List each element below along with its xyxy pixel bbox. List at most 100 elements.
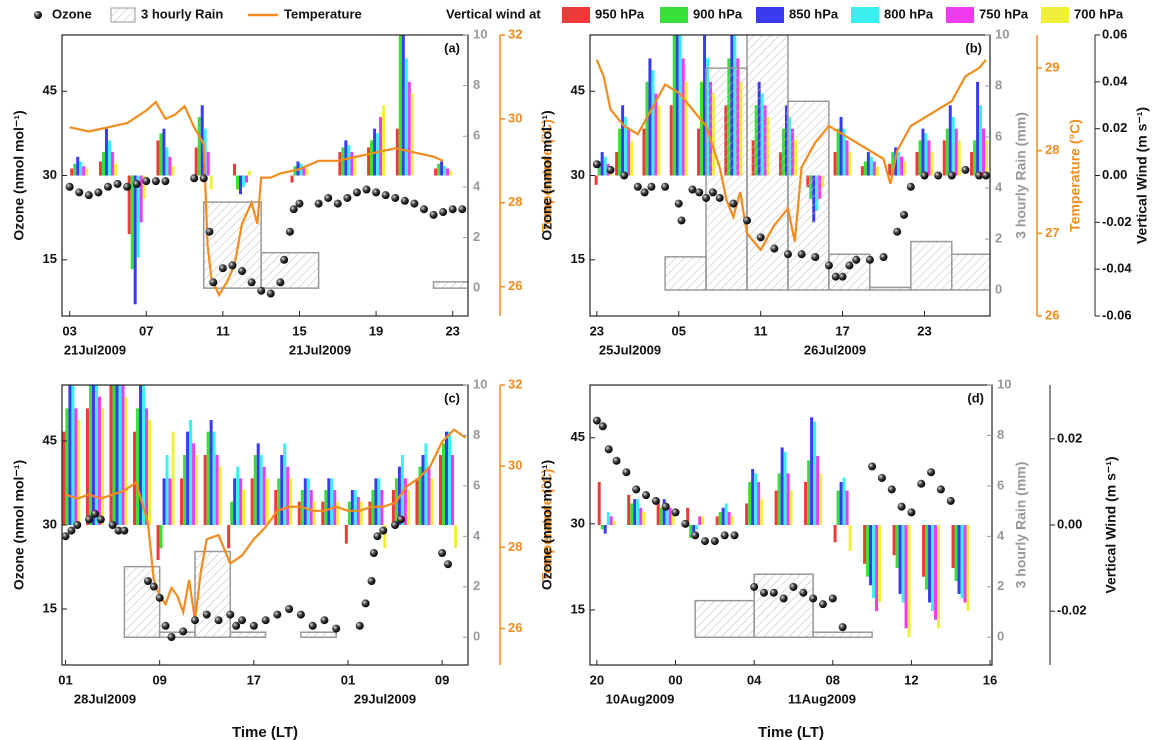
wind-bar bbox=[662, 499, 666, 525]
rain-tick-label: 0 bbox=[473, 280, 480, 295]
wind-bar bbox=[142, 175, 146, 199]
wind-bar bbox=[65, 408, 69, 525]
ozone-point bbox=[604, 445, 613, 454]
wind-bar bbox=[976, 81, 980, 176]
wind-bar bbox=[215, 455, 219, 525]
wind-bar bbox=[88, 385, 92, 525]
rain-tick-label: 10 bbox=[473, 376, 487, 391]
wind-bar bbox=[901, 525, 905, 603]
temperature-tick-label: 32 bbox=[508, 26, 522, 41]
x-tick-label: 16 bbox=[983, 672, 997, 687]
wind-bar bbox=[686, 507, 690, 525]
ozone-point bbox=[355, 621, 364, 630]
legend-label: 3 hourly Rain bbox=[141, 6, 223, 21]
wind-bar bbox=[209, 420, 213, 525]
wind-bar bbox=[450, 455, 454, 525]
rain-bar bbox=[158, 631, 196, 639]
wind-bar bbox=[377, 478, 381, 525]
ozone-point bbox=[396, 515, 405, 524]
wind-bar bbox=[76, 156, 80, 176]
ozone-point bbox=[333, 199, 342, 208]
rain-tick-label: 0 bbox=[995, 281, 1002, 296]
y-tick-label: 30 bbox=[571, 167, 585, 182]
wind-bar bbox=[376, 133, 380, 176]
ozone-point bbox=[324, 193, 333, 202]
ozone-point bbox=[429, 210, 438, 219]
ozone-point bbox=[677, 216, 686, 225]
wind-bar bbox=[109, 385, 113, 525]
legend: Ozone 3 hourly Rain Temperature Vertical wi… bbox=[34, 6, 1124, 23]
ozone-point bbox=[592, 160, 601, 169]
ozone-point bbox=[700, 537, 709, 546]
ozone-point bbox=[249, 621, 258, 630]
wind-bar bbox=[97, 396, 101, 525]
ozone-point bbox=[308, 621, 317, 630]
wind-bar bbox=[678, 35, 682, 176]
wind-bar bbox=[121, 385, 125, 525]
wind-bar bbox=[848, 525, 852, 551]
wind-bar bbox=[250, 478, 254, 525]
ozone-point bbox=[879, 252, 888, 261]
temperature-tick-label: 28 bbox=[508, 194, 522, 209]
ozone-point bbox=[232, 621, 241, 630]
wind-bar bbox=[751, 469, 755, 525]
y-tick-label: 45 bbox=[571, 83, 585, 98]
ozone-point bbox=[142, 177, 151, 186]
x-tick-label: 11 bbox=[754, 323, 768, 338]
date-label: 25Jul2009 bbox=[599, 342, 661, 357]
wind-bar bbox=[898, 525, 902, 594]
ozone-point bbox=[285, 227, 294, 236]
wind-bar bbox=[401, 35, 405, 176]
panel-label: (a) bbox=[444, 40, 460, 55]
ozone-point bbox=[797, 250, 806, 259]
temperature-axis-title: Temperature (°C) bbox=[539, 119, 555, 232]
wind-bar bbox=[718, 512, 722, 525]
ozone-point bbox=[209, 278, 218, 287]
temperature-tick-label: 29 bbox=[1045, 59, 1059, 74]
ozone-point bbox=[369, 549, 378, 557]
wind-bar bbox=[324, 490, 328, 525]
rain-axis-title: 3 hourly Rain (mm) bbox=[1013, 462, 1029, 589]
legend-swatch bbox=[946, 7, 974, 23]
rain-tick-label: 8 bbox=[473, 427, 480, 442]
x-tick-label: 12 bbox=[904, 672, 918, 687]
ozone-point bbox=[838, 623, 847, 632]
ozone-point bbox=[190, 616, 199, 625]
ozone-point bbox=[199, 174, 208, 183]
ozone-point bbox=[720, 531, 729, 540]
ozone-point bbox=[362, 185, 371, 194]
wind-bar bbox=[410, 93, 414, 176]
wind-tick-label: 0.00 bbox=[1102, 167, 1127, 182]
wind-bar bbox=[872, 161, 876, 176]
x-tick-label: 19 bbox=[369, 323, 383, 338]
ozone-point bbox=[314, 199, 323, 208]
ozone-point bbox=[94, 188, 103, 197]
wind-bar bbox=[612, 520, 616, 525]
wind-bar bbox=[197, 116, 201, 176]
wind-bar bbox=[878, 525, 882, 603]
wind-bar bbox=[724, 503, 728, 525]
wind-bar bbox=[665, 503, 669, 525]
ozone-point bbox=[62, 532, 70, 541]
panel-label: (b) bbox=[965, 40, 982, 55]
wind-bar bbox=[875, 525, 879, 612]
y-tick-label: 15 bbox=[43, 251, 57, 266]
wind-bar bbox=[777, 473, 781, 525]
temperature-line bbox=[65, 428, 467, 621]
wind-bar bbox=[774, 490, 778, 525]
wind-bar bbox=[627, 494, 631, 525]
ozone-point bbox=[373, 532, 382, 541]
wind-bar bbox=[418, 466, 422, 525]
legend-label: 900 hPa bbox=[693, 6, 743, 21]
x-axis-title: Time (LT) bbox=[758, 724, 824, 740]
wind-bar bbox=[869, 156, 873, 176]
ozone-point bbox=[897, 502, 906, 511]
plot-frame bbox=[589, 384, 993, 666]
wind-bar bbox=[62, 431, 66, 525]
x-tick-label: 04 bbox=[747, 672, 762, 687]
wind-bar bbox=[148, 420, 152, 525]
date-label: 10Aug2009 bbox=[606, 691, 675, 706]
wind-bar bbox=[985, 140, 989, 176]
ozone-point bbox=[103, 182, 112, 191]
ozone-point bbox=[899, 210, 908, 219]
